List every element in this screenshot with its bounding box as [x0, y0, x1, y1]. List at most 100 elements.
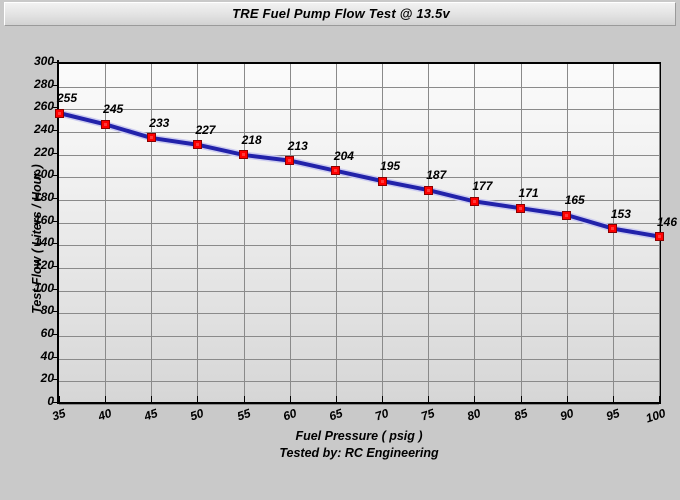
x-tick-label: 40	[96, 406, 114, 424]
x-tick-mark	[243, 396, 245, 402]
y-tick-mark	[53, 198, 58, 199]
data-point-label: 177	[472, 179, 493, 194]
y-tick-mark	[53, 379, 58, 381]
x-tick-label: 70	[373, 406, 391, 424]
y-tick-mark	[53, 288, 58, 290]
y-tick-mark	[53, 107, 58, 109]
data-point-label: 218	[241, 132, 262, 147]
gridline-horizontal	[59, 223, 659, 224]
data-point-marker[interactable]	[516, 203, 526, 213]
data-point-label: 146	[657, 214, 678, 229]
data-point-label: 195	[380, 159, 401, 173]
data-point-label: 227	[195, 122, 216, 137]
gridline-vertical	[474, 64, 475, 404]
y-tick-mark	[53, 356, 58, 358]
data-point-marker[interactable]	[654, 232, 664, 242]
x-tick-mark	[105, 396, 107, 402]
y-tick-mark	[53, 220, 58, 222]
y-tick-label: 80	[40, 303, 54, 318]
data-point-marker[interactable]	[331, 166, 341, 176]
gridline-horizontal	[59, 381, 659, 382]
x-tick-mark	[59, 396, 60, 402]
x-tick-mark	[474, 396, 476, 402]
y-tick-mark	[53, 62, 58, 63]
data-point-marker[interactable]	[562, 210, 572, 220]
gridline-horizontal	[59, 291, 659, 292]
y-tick-mark	[53, 130, 58, 131]
gridline-horizontal	[59, 200, 659, 201]
x-tick-mark	[428, 396, 430, 402]
x-tick-label: 95	[604, 406, 622, 424]
data-point-marker[interactable]	[192, 140, 202, 150]
x-tick-mark	[382, 396, 384, 402]
x-tick-label: 65	[327, 406, 345, 424]
data-point-marker[interactable]	[469, 196, 479, 206]
data-point-marker[interactable]	[423, 185, 433, 195]
x-tick-label: 55	[234, 406, 252, 424]
data-point-label: 245	[103, 102, 124, 117]
x-tick-label: 60	[281, 406, 299, 424]
chart-title-bar: TRE Fuel Pump Flow Test @ 13.5v	[4, 2, 676, 26]
data-point-label: 171	[518, 186, 539, 201]
x-tick-mark	[612, 396, 614, 402]
y-tick-mark	[53, 266, 58, 267]
data-point-label: 153	[610, 206, 631, 221]
series-line-path	[58, 111, 660, 239]
gridline-horizontal	[59, 245, 659, 246]
data-point-label: 204	[333, 148, 354, 163]
data-point-marker-center	[657, 235, 661, 239]
y-tick-label: 40	[40, 348, 54, 363]
gridline-horizontal	[59, 313, 659, 314]
x-tick-label: 80	[465, 406, 483, 424]
series-line	[58, 109, 660, 240]
data-point-marker-center	[103, 122, 107, 126]
data-point-marker[interactable]	[377, 176, 387, 186]
x-tick-mark	[197, 396, 199, 402]
data-point-marker[interactable]	[239, 150, 249, 160]
gridline-horizontal	[59, 132, 659, 133]
data-point-marker-center	[242, 153, 246, 157]
data-point-marker[interactable]	[285, 156, 295, 166]
x-tick-mark	[335, 396, 337, 402]
data-point-marker[interactable]	[608, 224, 618, 234]
y-tick-label: 240	[33, 122, 54, 136]
y-tick-mark	[53, 402, 58, 403]
y-tick-label: 200	[33, 167, 54, 182]
data-point-marker-center	[57, 111, 61, 115]
gridline-vertical	[613, 64, 614, 404]
data-point-marker-center	[565, 213, 569, 217]
y-tick-label: 300	[33, 54, 54, 68]
gridline-horizontal	[59, 359, 659, 360]
y-tick-mark	[53, 243, 58, 245]
gridline-horizontal	[59, 155, 659, 156]
data-point-label: 213	[287, 138, 308, 153]
x-tick-label: 50	[188, 406, 206, 424]
data-point-marker[interactable]	[54, 108, 64, 118]
y-tick-label: 140	[33, 235, 54, 250]
gridline-horizontal	[59, 87, 659, 88]
data-point-marker[interactable]	[100, 119, 110, 129]
data-point-marker-center	[611, 227, 615, 231]
data-point-marker[interactable]	[146, 133, 156, 143]
x-tick-mark	[566, 396, 568, 402]
data-point-label: 255	[57, 91, 78, 105]
data-point-marker-center	[149, 136, 153, 140]
x-tick-label: 100	[643, 406, 668, 426]
gridline-vertical	[151, 64, 152, 404]
x-axis-title-line2: Tested by: RC Engineering	[279, 446, 439, 460]
y-tick-label: 60	[40, 326, 54, 340]
y-axis-ticks: 0 20 40 60 80 100 120 140 160 180 200 220 240 260 280 3…	[0, 0, 58, 500]
x-tick-label: 90	[557, 406, 576, 424]
y-axis-line	[57, 60, 59, 404]
x-tick-mark	[151, 396, 153, 402]
x-axis-title-line1: Fuel Pressure ( psig )	[295, 429, 423, 443]
data-point-marker-center	[472, 199, 476, 203]
gridline-horizontal	[59, 404, 659, 405]
y-tick-mark	[53, 175, 58, 177]
x-tick-label: 75	[419, 406, 437, 424]
gridline-horizontal	[59, 109, 659, 110]
y-tick-label: 220	[33, 144, 54, 159]
y-tick-label: 120	[33, 258, 54, 272]
x-tick-label: 85	[511, 406, 529, 424]
